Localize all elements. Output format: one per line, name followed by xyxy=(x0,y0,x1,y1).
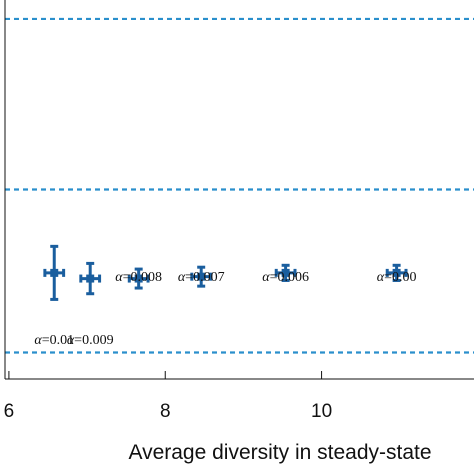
x-ticks: 6 8 10 xyxy=(4,371,332,422)
data-marker xyxy=(197,272,206,281)
alpha-annotation: α=0.009 xyxy=(67,333,114,348)
alpha-annotation: α=0.006 xyxy=(262,270,309,285)
alpha-annotation: α=0.007 xyxy=(178,270,225,285)
data-marker xyxy=(134,274,143,283)
data-point-5 xyxy=(274,263,297,282)
data-point-2 xyxy=(79,261,102,296)
data-marker xyxy=(392,268,401,277)
x-tick-label: 8 xyxy=(160,401,171,422)
axes xyxy=(4,0,474,380)
reference-lines xyxy=(5,17,474,354)
alpha-annotation: α=0.008 xyxy=(115,270,162,285)
data-point-6 xyxy=(385,263,408,282)
x-tick-label: 10 xyxy=(311,401,332,422)
data-point-4 xyxy=(190,265,213,288)
data-marker xyxy=(50,268,59,277)
alpha-annotation: α=0.01 xyxy=(34,333,74,348)
alpha-annotation: α=0.00 xyxy=(377,270,417,285)
data-point-3 xyxy=(127,267,150,290)
data-marker xyxy=(86,274,95,283)
x-tick-label: 6 xyxy=(4,401,15,422)
x-axis-title: Average diversity in steady-state xyxy=(128,441,431,464)
data-point-1 xyxy=(43,244,66,301)
data-points xyxy=(43,244,408,301)
point-annotations: α=0.01α=0.009 α=0.008 α=0.007 α=0.006 α=0.00 xyxy=(34,270,416,348)
data-marker xyxy=(281,268,290,277)
